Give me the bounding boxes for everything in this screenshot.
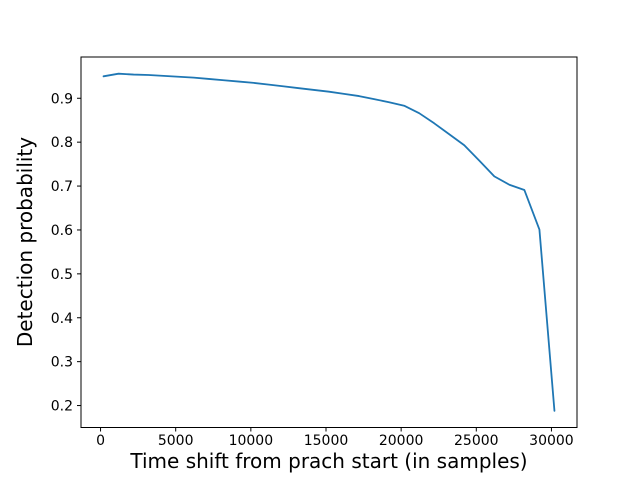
x-axis-label: Time shift from prach start (in samples)	[130, 449, 528, 473]
y-tick-label: 0.7	[51, 179, 73, 195]
x-tick-label: 10000	[229, 433, 274, 449]
x-tick-label: 30000	[529, 433, 574, 449]
x-tick-label: 25000	[454, 433, 499, 449]
y-tick-label: 0.5	[51, 267, 73, 283]
x-tick-label: 0	[96, 433, 105, 449]
y-tick-label: 0.9	[51, 91, 73, 107]
x-tick-label: 5000	[158, 433, 194, 449]
y-axis-label: Detection probability	[13, 136, 37, 348]
axes-spines	[80, 56, 578, 428]
x-tick-label: 15000	[304, 433, 349, 449]
x-tick-label: 20000	[379, 433, 424, 449]
detection-probability-line	[102, 72, 556, 412]
y-tick-label: 0.2	[51, 399, 73, 415]
y-tick-label: 0.8	[51, 135, 73, 151]
y-tick-label: 0.3	[51, 355, 73, 371]
y-tick-label: 0.6	[51, 223, 73, 239]
y-tick-label: 0.4	[51, 311, 73, 327]
